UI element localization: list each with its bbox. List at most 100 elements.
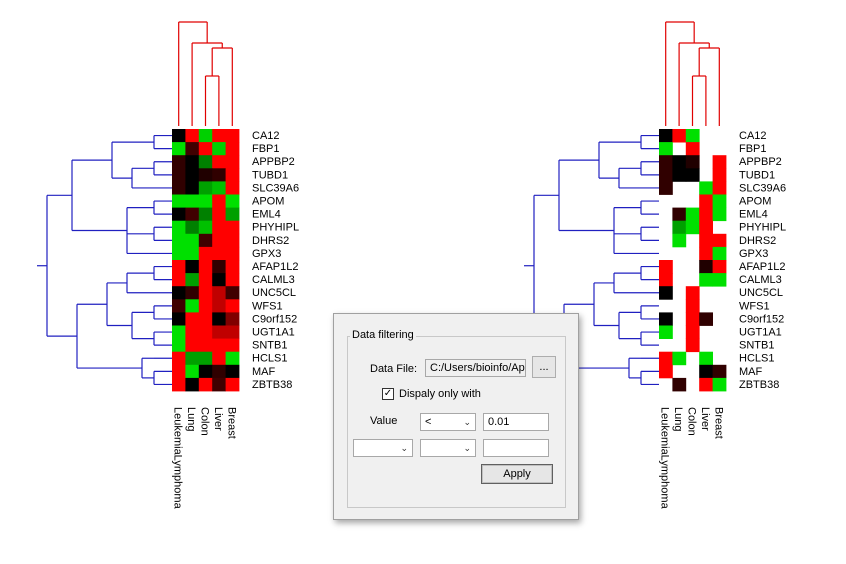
heatmap-cell [172, 351, 186, 366]
gene-label: HCLS1 [739, 353, 774, 365]
heatmap-cell [185, 338, 200, 353]
heatmap-cell [225, 220, 240, 235]
heatmap-cell [172, 273, 186, 287]
gene-label: AFAP1L2 [252, 261, 298, 273]
threshold-input[interactable]: 0.01 [483, 413, 549, 431]
gene-label: MAF [739, 366, 763, 378]
heatmap-cell [198, 286, 213, 300]
heatmap-cell [212, 194, 226, 208]
heatmap-cell [212, 142, 226, 156]
gene-label: PHYHIPL [252, 222, 299, 234]
data-file-label: Data File: [370, 363, 418, 375]
heatmap-cell [685, 286, 700, 300]
heatmap-cell [685, 220, 700, 235]
threshold2-input[interactable] [483, 439, 549, 457]
heatmap-cell [699, 377, 713, 392]
heatmap-cell [198, 233, 213, 248]
heatmap-cell [712, 273, 727, 287]
heatmap-cell [212, 286, 226, 300]
heatmap-cell [185, 129, 200, 143]
gene-label: HCLS1 [252, 353, 287, 365]
gene-label: TUBD1 [739, 169, 775, 181]
heatmap-cell [198, 129, 213, 143]
heatmap-cell [172, 377, 186, 392]
heatmap-cell [225, 233, 240, 248]
gene-label: PHYHIPL [739, 222, 786, 234]
sample-label: Breast [712, 407, 724, 439]
heatmap-cell [172, 338, 186, 353]
heatmap-cell [198, 351, 213, 366]
gene-label: APPBP2 [739, 156, 782, 168]
heatmap-cell [225, 246, 240, 261]
heatmap-cell [699, 233, 713, 248]
heatmap-cell [712, 233, 727, 248]
gene-label: C9orf152 [252, 313, 297, 325]
heatmap-cell [659, 181, 673, 195]
browse-button[interactable]: ... [532, 356, 556, 378]
heatmap-cell [198, 207, 213, 222]
display-only-checkbox[interactable]: ✓ [382, 388, 394, 400]
heatmap-cell [685, 325, 700, 339]
heatmap-cell [198, 364, 213, 379]
heatmap-cell [185, 286, 200, 300]
heatmap-cell [185, 377, 200, 392]
gene-label: CA12 [252, 130, 280, 142]
heatmap-cell [699, 181, 713, 195]
heatmap-cell [212, 155, 226, 169]
heatmap-cell [212, 377, 226, 392]
heatmap-cell [198, 312, 213, 326]
heatmap-cell [198, 246, 213, 261]
gene-label: ZBTB38 [252, 379, 292, 391]
heatmap-cell [172, 299, 186, 313]
heatmap-cell [212, 207, 226, 222]
heatmap-cell [712, 168, 727, 182]
heatmap-cell [699, 273, 713, 287]
data-filtering-dialog: Data filtering Data File: C:/Users/bioin… [333, 313, 579, 520]
heatmap-cell [198, 338, 213, 353]
logic-select[interactable]: ⌄ [353, 439, 413, 457]
gene-label: SLC39A6 [739, 182, 786, 194]
heatmap-cell [712, 246, 727, 261]
heatmap-cell [699, 220, 713, 235]
heatmap-cell [685, 155, 700, 169]
heatmap-cell [212, 325, 226, 339]
heatmap-cell [172, 181, 186, 195]
sample-label: Colon [686, 407, 698, 436]
heatmap-cell [185, 155, 200, 169]
heatmap-cell [185, 142, 200, 156]
value-label: Value [370, 415, 398, 427]
heatmap-cell [172, 194, 186, 208]
gene-label: TUBD1 [252, 169, 288, 181]
heatmap-cell [672, 207, 687, 222]
heatmap-cell [212, 312, 226, 326]
heatmap-cell [659, 351, 673, 366]
heatmap-cell [659, 260, 673, 274]
operator-select[interactable]: < ⌄ [420, 413, 476, 431]
heatmap-cell [672, 377, 687, 392]
heatmap-cell [185, 299, 200, 313]
heatmap-cell [172, 207, 186, 222]
heatmap-cell [712, 207, 727, 222]
apply-button[interactable]: Apply [481, 464, 553, 484]
heatmap-cell [198, 168, 213, 182]
operator2-select[interactable]: ⌄ [420, 439, 476, 457]
heatmap-cell [659, 273, 673, 287]
gene-label: CA12 [739, 130, 767, 142]
data-file-field[interactable]: C:/Users/bioinfo/Ap [425, 359, 526, 377]
heatmap-cell [225, 181, 240, 195]
heatmap-cell [198, 194, 213, 208]
heatmap-cell [685, 168, 700, 182]
gene-label: DHRS2 [739, 235, 776, 247]
heatmap-cell [659, 142, 673, 156]
sample-label: LeukemiaLymphoma [172, 407, 184, 510]
heatmap-cell [225, 142, 240, 156]
heatmap-cell [712, 194, 727, 208]
heatmap-cell [212, 220, 226, 235]
heatmap-cell [172, 220, 186, 235]
gene-label: WFS1 [739, 300, 770, 312]
chevron-down-icon: ⌄ [463, 443, 471, 453]
heatmap-cell [659, 168, 673, 182]
sample-label: Colon [199, 407, 211, 436]
heatmap-cell [198, 299, 213, 313]
